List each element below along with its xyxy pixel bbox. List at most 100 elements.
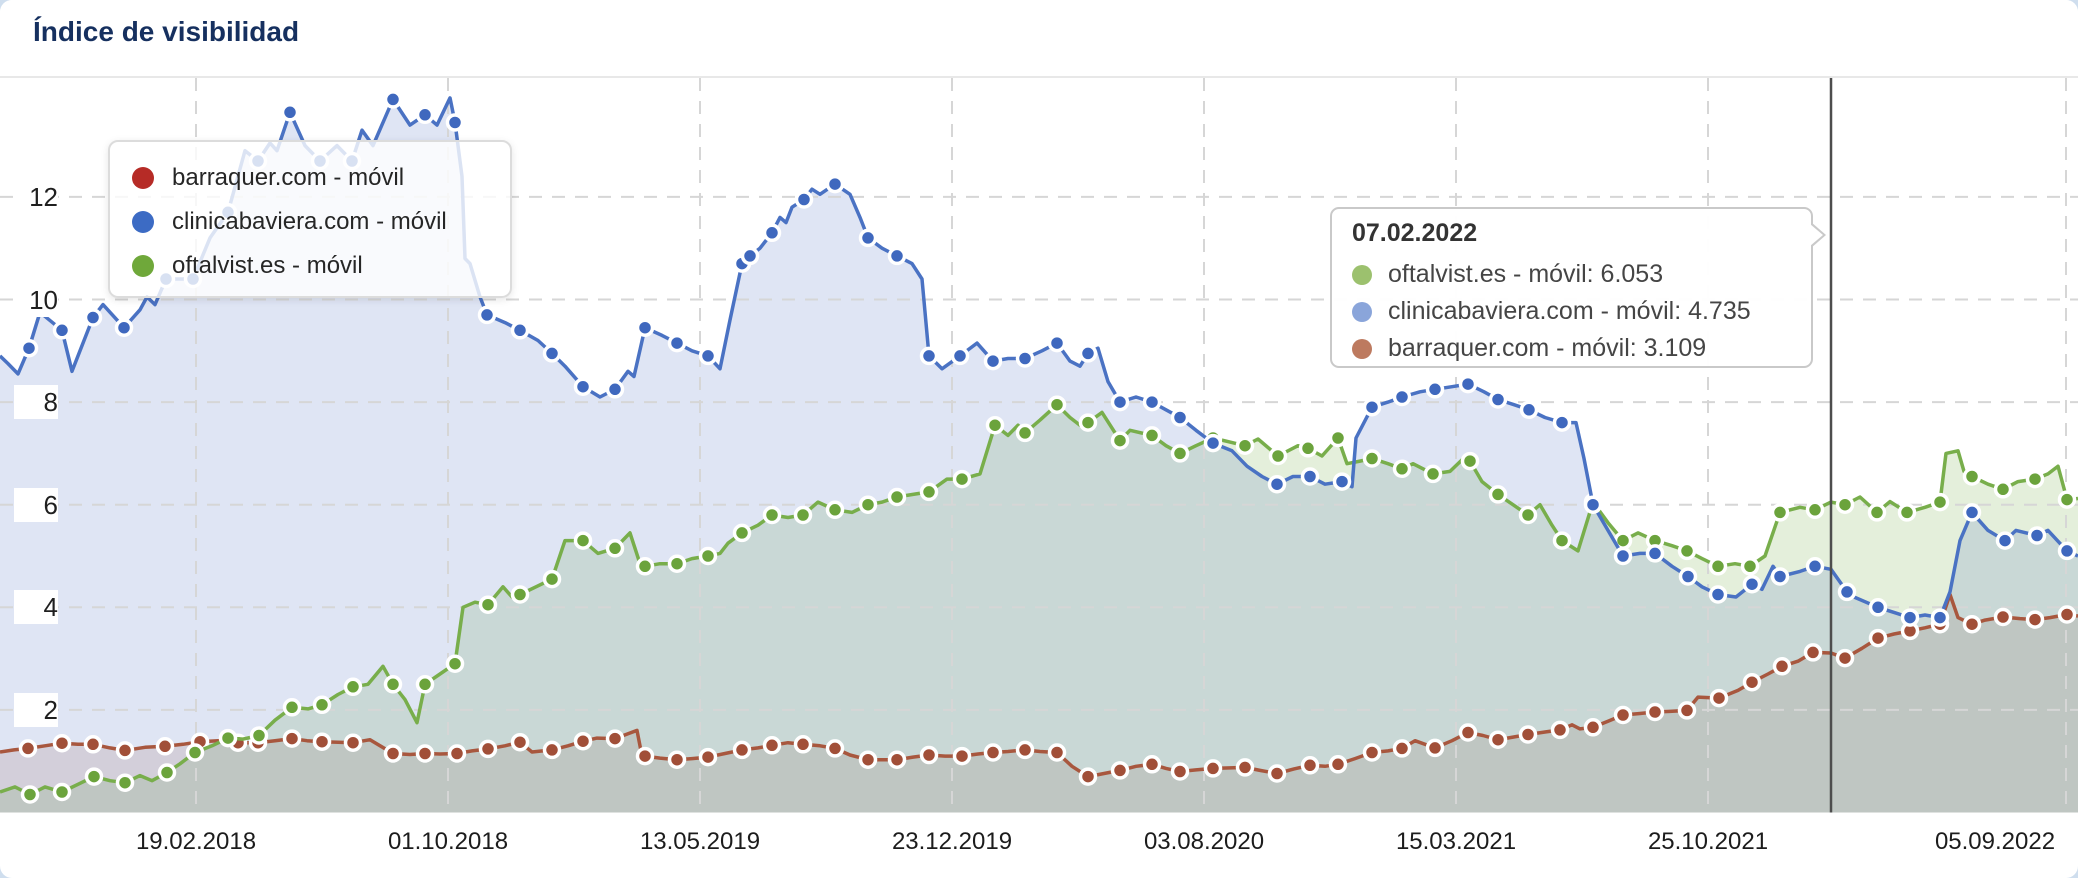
data-point — [343, 677, 363, 697]
data-point — [919, 482, 939, 502]
data-point — [312, 695, 332, 715]
data-point — [343, 733, 363, 752]
data-point — [1613, 705, 1633, 725]
data-point — [1868, 598, 1888, 617]
data-point — [919, 745, 939, 765]
data-point — [1328, 755, 1348, 774]
data-point — [542, 740, 562, 760]
y-tick-label: 8 — [14, 385, 58, 420]
y-tick-label: 12 — [14, 179, 58, 214]
tooltip-value: clinicabaviera.com - móvil: 4.735 — [1388, 297, 1751, 325]
data-point — [732, 740, 752, 760]
chart-tooltip: 07.02.2022 oftalvist.es - móvil: 6.053 c… — [1330, 207, 1826, 368]
data-point — [52, 321, 72, 340]
data-point — [52, 733, 72, 753]
data-point — [1362, 449, 1382, 468]
x-tick-label: 05.09.2022 — [1934, 828, 2056, 855]
data-point — [1300, 467, 1320, 486]
data-point — [1677, 701, 1697, 720]
data-point — [1770, 567, 1790, 586]
data-point — [83, 308, 103, 327]
data-point — [2057, 490, 2077, 509]
data-point — [858, 750, 878, 769]
data-point — [1550, 720, 1570, 740]
data-point — [1835, 495, 1855, 514]
data-point — [1552, 531, 1572, 550]
data-point — [1552, 413, 1572, 432]
data-point — [1518, 505, 1538, 525]
data-point — [1392, 739, 1412, 758]
data-point — [20, 785, 40, 804]
data-point — [667, 554, 687, 573]
x-tick-label: 19.02.2018 — [135, 828, 257, 855]
data-point — [605, 729, 625, 748]
data-point — [383, 744, 403, 763]
data-point — [605, 539, 625, 558]
data-point — [447, 744, 467, 763]
data-point — [185, 743, 205, 762]
data-point — [1583, 718, 1603, 737]
data-point — [1425, 380, 1445, 399]
data-point — [52, 782, 72, 802]
data-point — [1930, 608, 1950, 627]
data-point — [1460, 451, 1480, 471]
data-point — [1742, 574, 1762, 594]
data-point — [762, 223, 782, 243]
data-point — [1518, 725, 1538, 744]
data-point — [542, 569, 562, 589]
area-fill — [0, 97, 2078, 813]
data-point — [1203, 433, 1223, 453]
data-point — [1078, 413, 1098, 432]
data-point — [1488, 390, 1508, 409]
data-point — [114, 318, 134, 337]
tooltip-row-oftalvist: oftalvist.es - móvil: 6.053 — [1352, 256, 1811, 293]
x-tick-label: 13.05.2019 — [639, 828, 761, 855]
legend-item-clinicabaviera[interactable]: clinicabaviera.com - móvil — [132, 200, 510, 244]
data-point — [1267, 474, 1287, 494]
tooltip-date: 07.02.2022 — [1352, 219, 1478, 247]
tooltip-dot-blue-icon — [1352, 301, 1372, 322]
data-point — [887, 750, 907, 769]
x-tick-label: 23.12.2019 — [891, 828, 1013, 855]
data-point — [510, 732, 530, 752]
data-point — [1268, 446, 1288, 466]
tooltip-row-barraquer: barraquer.com - móvil: 3.109 — [1352, 330, 1811, 367]
data-point — [635, 318, 655, 337]
x-tick-label: 03.08.2020 — [1143, 828, 1265, 855]
data-point — [667, 750, 687, 769]
legend-dot-green-icon — [132, 255, 154, 277]
data-point — [510, 321, 530, 340]
area-fill — [0, 404, 2078, 813]
data-point — [249, 726, 269, 745]
data-point — [1298, 439, 1318, 458]
chart-title: Índice de visibilidad — [33, 16, 300, 47]
data-point — [1458, 374, 1478, 394]
data-point — [1392, 387, 1412, 407]
data-point — [1488, 730, 1508, 749]
data-point — [1645, 544, 1665, 563]
data-point — [1708, 585, 1728, 604]
data-point — [1300, 756, 1320, 775]
data-point — [1709, 688, 1729, 708]
legend-item-barraquer[interactable]: barraquer.com - móvil — [132, 156, 510, 200]
data-point — [155, 737, 175, 756]
data-point — [1488, 485, 1508, 504]
x-tick-label: 25.10.2021 — [1647, 828, 1769, 855]
legend-item-oftalvist[interactable]: oftalvist.es - móvil — [132, 244, 510, 288]
data-point — [1645, 702, 1665, 722]
data-point — [1993, 607, 2013, 627]
data-point — [983, 351, 1003, 371]
data-point — [605, 380, 625, 399]
data-point — [19, 338, 39, 358]
data-point — [825, 174, 845, 194]
data-point — [1078, 344, 1098, 363]
data-point — [1078, 767, 1098, 786]
data-point — [1867, 503, 1887, 522]
data-point — [762, 736, 782, 755]
data-point — [2025, 610, 2045, 629]
data-point — [1740, 557, 1760, 576]
data-point — [1142, 755, 1162, 774]
tooltip-dot-green-icon — [1352, 264, 1372, 285]
data-point — [1805, 500, 1825, 520]
